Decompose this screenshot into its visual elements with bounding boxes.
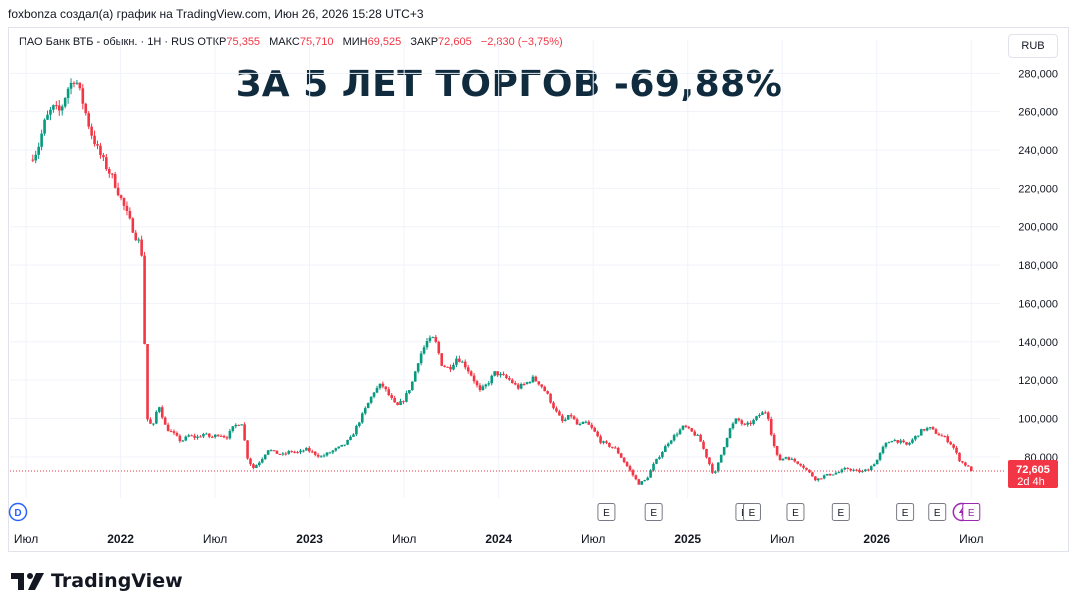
close-label: ЗАКР	[410, 36, 439, 48]
symbol-name: ПАО Банк ВТБ - обыкн. · 1Н · RUS	[19, 36, 195, 48]
high-label: МАКС	[269, 36, 300, 48]
brand-name: TradingView	[51, 570, 183, 592]
currency-button[interactable]: RUB	[1008, 34, 1058, 58]
open-value: 75,355	[226, 36, 261, 48]
low-label: МИН	[342, 36, 368, 48]
tradingview-logo[interactable]: TradingView	[11, 570, 183, 592]
chart-panel[interactable]: ПАО Банк ВТБ - обыкн. · 1Н · RUS ОТКР75,…	[8, 27, 1069, 552]
close-value: 72,605	[438, 36, 472, 48]
chart-credit: foxbonza создал(а) график на TradingView…	[8, 7, 424, 21]
tradingview-logo-icon	[11, 573, 44, 590]
low-value: 69,525	[367, 36, 402, 48]
open-label: ОТКР	[197, 36, 227, 48]
symbol-legend: ПАО Банк ВТБ - обыкн. · 1Н · RUS ОТКР75,…	[19, 36, 569, 48]
chart-headline: ЗА 5 ЛЕТ ТОРГОВ -69,88%	[235, 64, 783, 105]
high-value: 75,710	[299, 36, 334, 48]
change-value: −2,830 (−3,75%)	[480, 36, 563, 48]
